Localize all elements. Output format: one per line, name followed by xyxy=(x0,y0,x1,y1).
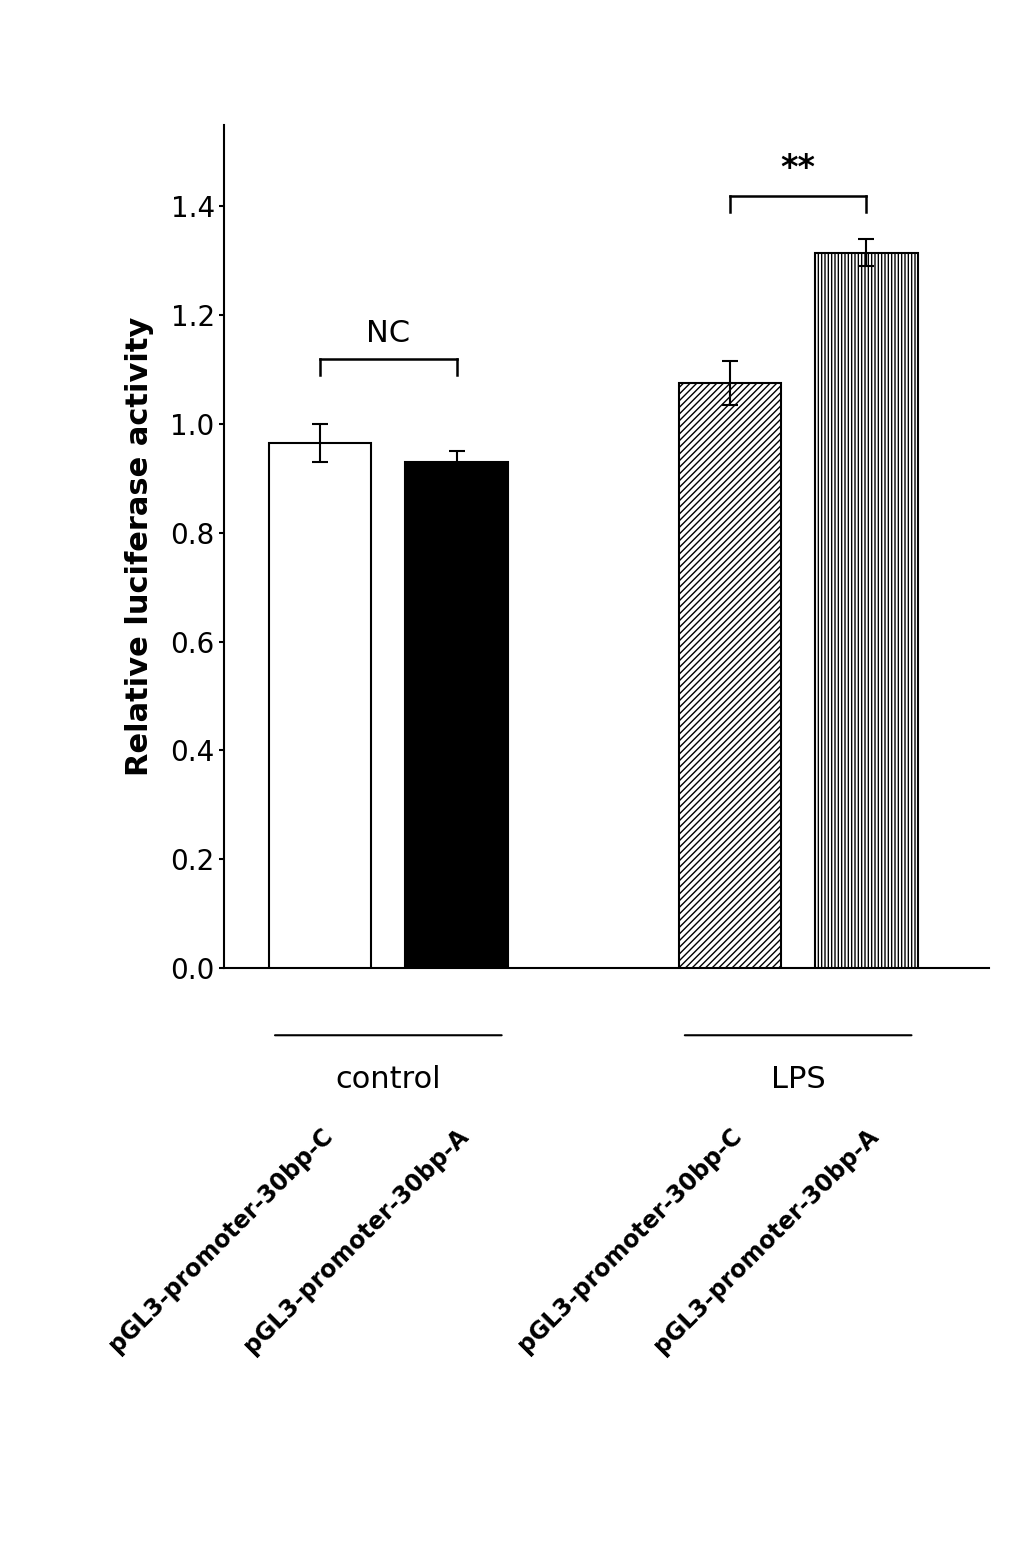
Text: pGL3-promoter-30bp-A: pGL3-promoter-30bp-A xyxy=(239,1124,473,1358)
Bar xyxy=(678,382,781,968)
Text: pGL3-promoter-30bp-C: pGL3-promoter-30bp-C xyxy=(513,1124,746,1357)
Text: control: control xyxy=(335,1065,440,1094)
Text: NC: NC xyxy=(366,318,410,348)
Text: pGL3-promoter-30bp-A: pGL3-promoter-30bp-A xyxy=(649,1124,882,1358)
Text: pGL3-promoter-30bp-C: pGL3-promoter-30bp-C xyxy=(104,1124,336,1357)
Bar xyxy=(269,443,371,968)
Text: LPS: LPS xyxy=(770,1065,824,1094)
Bar xyxy=(814,253,917,968)
Text: **: ** xyxy=(780,151,815,184)
Bar xyxy=(405,462,507,968)
Y-axis label: Relative luciferase activity: Relative luciferase activity xyxy=(124,317,154,776)
